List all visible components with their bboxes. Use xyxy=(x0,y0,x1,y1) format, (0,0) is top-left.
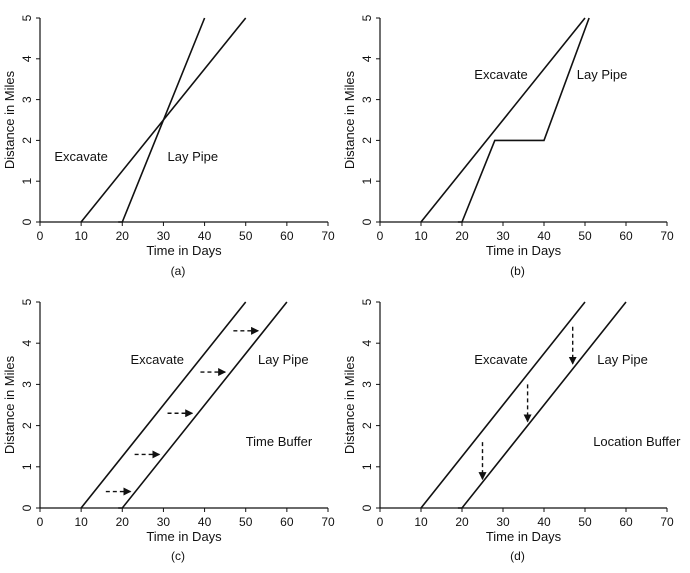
chart-panel-b: 0 10 20 30 40 50 60 70 0 1 2 3 4 5 Time in Days Distanc… xyxy=(342,14,674,278)
x-tick-label: 0 xyxy=(377,515,384,529)
y-tick-label: 3 xyxy=(20,381,34,388)
x-tick-label: 40 xyxy=(537,229,551,243)
series-line-excavate xyxy=(420,301,586,509)
y-axis-title: Distance in Miles xyxy=(2,70,17,169)
x-tick-label: 60 xyxy=(280,515,294,529)
y-tick-label: 0 xyxy=(20,218,34,225)
x-axis-title: Time in Days xyxy=(146,529,222,544)
y-tick-label: 5 xyxy=(360,14,374,21)
chart-panel-a: 0 10 20 30 40 50 60 70 0 1 2 3 4 5 Time in Days Distanc… xyxy=(2,14,335,278)
x-tick-label: 10 xyxy=(414,515,428,529)
y-tick-label: 3 xyxy=(360,381,374,388)
y-tick-label: 2 xyxy=(360,422,374,429)
y-tick-label: 0 xyxy=(20,504,34,511)
y-tick-label: 5 xyxy=(20,14,34,21)
y-tick-label: 3 xyxy=(360,96,374,103)
x-tick-label: 20 xyxy=(116,515,130,529)
y-tick-label: 5 xyxy=(20,298,34,305)
annotation-lay-pipe: Lay Pipe xyxy=(577,67,628,82)
series-line-excavate xyxy=(80,301,247,509)
chart-panel-c: 0 10 20 30 40 50 60 70 0 1 2 3 4 5 Time in Days Distanc… xyxy=(2,298,335,563)
x-tick-label: 50 xyxy=(578,515,592,529)
series-line-lay-pipe xyxy=(118,301,288,509)
x-axis-title: Time in Days xyxy=(146,243,222,258)
y-tick-label: 1 xyxy=(20,178,34,185)
panel-caption: (a) xyxy=(171,264,186,278)
x-axis-title: Time in Days xyxy=(486,243,562,258)
y-tick-label: 3 xyxy=(20,96,34,103)
x-tick-label: 70 xyxy=(321,515,335,529)
y-tick-label: 0 xyxy=(360,218,374,225)
x-tick-label: 20 xyxy=(116,229,130,243)
x-tick-label: 0 xyxy=(37,515,44,529)
x-tick-label: 60 xyxy=(280,229,294,243)
y-tick-label: 4 xyxy=(20,55,34,62)
x-tick-label: 30 xyxy=(496,515,510,529)
series-line-lay-pipe xyxy=(457,301,627,509)
x-tick-label: 60 xyxy=(619,229,633,243)
x-tick-label: 70 xyxy=(660,229,674,243)
x-tick-label: 50 xyxy=(239,229,253,243)
annotation-location-buffer: Location Buffer xyxy=(593,434,681,449)
y-tick-label: 4 xyxy=(360,55,374,62)
annotation-excavate: Excavate xyxy=(54,149,107,164)
y-tick-label: 1 xyxy=(20,463,34,470)
x-tick-label: 40 xyxy=(537,515,551,529)
x-tick-label: 20 xyxy=(455,229,469,243)
y-axis-title: Distance in Miles xyxy=(2,355,17,454)
series-line-lay-pipe xyxy=(457,17,590,223)
x-tick-label: 0 xyxy=(377,229,384,243)
y-tick-label: 1 xyxy=(360,178,374,185)
x-tick-label: 40 xyxy=(198,229,212,243)
x-tick-label: 10 xyxy=(414,229,428,243)
y-tick-label: 2 xyxy=(20,422,34,429)
x-axis-title: Time in Days xyxy=(486,529,562,544)
x-tick-label: 40 xyxy=(198,515,212,529)
annotation-time-buffer: Time Buffer xyxy=(246,434,313,449)
y-tick-label: 0 xyxy=(360,504,374,511)
annotation-excavate: Excavate xyxy=(131,352,184,367)
annotation-excavate: Excavate xyxy=(474,352,527,367)
x-tick-label: 10 xyxy=(74,515,88,529)
y-axis-title: Distance in Miles xyxy=(342,355,357,454)
y-tick-label: 2 xyxy=(360,137,374,144)
panel-caption: (c) xyxy=(171,549,185,563)
x-tick-label: 30 xyxy=(496,229,510,243)
panel-caption: (d) xyxy=(510,549,525,563)
y-tick-label: 1 xyxy=(360,463,374,470)
x-tick-label: 20 xyxy=(455,515,469,529)
x-tick-label: 60 xyxy=(619,515,633,529)
panel-caption: (b) xyxy=(510,264,525,278)
series-line-excavate xyxy=(420,17,586,223)
series-line-lay-pipe xyxy=(118,17,206,223)
x-tick-label: 10 xyxy=(74,229,88,243)
annotation-lay-pipe: Lay Pipe xyxy=(258,352,309,367)
x-tick-label: 50 xyxy=(239,515,253,529)
y-tick-label: 4 xyxy=(20,340,34,347)
x-tick-label: 30 xyxy=(157,515,171,529)
annotation-lay-pipe: Lay Pipe xyxy=(168,149,219,164)
y-axis-title: Distance in Miles xyxy=(342,70,357,169)
annotation-excavate: Excavate xyxy=(474,67,527,82)
annotation-lay-pipe: Lay Pipe xyxy=(597,352,648,367)
x-tick-label: 70 xyxy=(660,515,674,529)
x-tick-label: 30 xyxy=(157,229,171,243)
x-tick-label: 0 xyxy=(37,229,44,243)
y-tick-label: 5 xyxy=(360,298,374,305)
y-tick-label: 2 xyxy=(20,137,34,144)
chart-panel-d: 0 10 20 30 40 50 60 70 0 1 2 3 4 5 Time in Days Distanc… xyxy=(342,298,681,563)
y-tick-label: 4 xyxy=(360,340,374,347)
x-tick-label: 50 xyxy=(578,229,592,243)
x-tick-label: 70 xyxy=(321,229,335,243)
